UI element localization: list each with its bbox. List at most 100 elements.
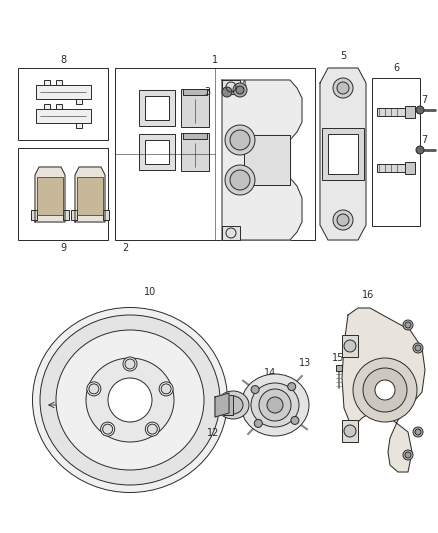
Bar bbox=[37, 177, 63, 215]
Circle shape bbox=[230, 130, 250, 150]
Circle shape bbox=[161, 384, 171, 394]
Polygon shape bbox=[222, 80, 302, 240]
Bar bbox=[405, 162, 415, 174]
Bar bbox=[322, 128, 364, 180]
Circle shape bbox=[236, 86, 244, 94]
Bar bbox=[145, 96, 169, 120]
Text: 5: 5 bbox=[340, 51, 346, 61]
Circle shape bbox=[337, 214, 349, 226]
Polygon shape bbox=[320, 68, 366, 240]
Circle shape bbox=[415, 345, 421, 351]
Bar bbox=[31, 210, 37, 220]
Bar bbox=[18, 68, 108, 140]
Ellipse shape bbox=[32, 308, 227, 492]
Circle shape bbox=[254, 419, 262, 427]
Circle shape bbox=[108, 378, 152, 422]
Ellipse shape bbox=[40, 315, 220, 485]
Circle shape bbox=[333, 78, 353, 98]
Ellipse shape bbox=[241, 374, 309, 436]
Circle shape bbox=[102, 424, 113, 434]
Circle shape bbox=[101, 422, 115, 436]
Text: 16: 16 bbox=[362, 290, 374, 300]
Bar bbox=[139, 134, 175, 170]
Circle shape bbox=[353, 358, 417, 422]
Circle shape bbox=[363, 368, 407, 412]
Polygon shape bbox=[244, 135, 290, 185]
Ellipse shape bbox=[86, 358, 174, 442]
Bar bbox=[342, 420, 358, 442]
Circle shape bbox=[413, 427, 423, 437]
Bar bbox=[76, 99, 82, 104]
Circle shape bbox=[291, 416, 299, 424]
Polygon shape bbox=[342, 308, 425, 472]
Circle shape bbox=[145, 422, 159, 436]
Circle shape bbox=[416, 146, 424, 154]
Bar bbox=[405, 106, 415, 118]
Bar bbox=[36, 109, 91, 123]
Polygon shape bbox=[75, 167, 105, 222]
Bar bbox=[377, 164, 407, 172]
Text: 13: 13 bbox=[299, 358, 311, 368]
Bar bbox=[63, 210, 69, 220]
Circle shape bbox=[89, 384, 99, 394]
Text: 1: 1 bbox=[212, 55, 218, 65]
Bar bbox=[56, 104, 62, 109]
Bar bbox=[181, 89, 209, 127]
Bar bbox=[219, 395, 233, 415]
Text: 11: 11 bbox=[56, 385, 68, 395]
Text: 3: 3 bbox=[204, 87, 210, 97]
Bar bbox=[145, 140, 169, 164]
Circle shape bbox=[337, 82, 349, 94]
Bar bbox=[336, 365, 342, 371]
Bar bbox=[377, 108, 407, 116]
Bar bbox=[222, 226, 240, 240]
Text: 14: 14 bbox=[264, 368, 276, 378]
Circle shape bbox=[259, 389, 291, 421]
Text: 6: 6 bbox=[393, 63, 399, 73]
Bar bbox=[342, 335, 358, 357]
Circle shape bbox=[416, 106, 424, 114]
Bar bbox=[18, 148, 108, 240]
Text: 15: 15 bbox=[332, 353, 344, 363]
Text: 9: 9 bbox=[60, 243, 66, 253]
Polygon shape bbox=[35, 167, 65, 222]
Circle shape bbox=[147, 424, 157, 434]
Circle shape bbox=[375, 380, 395, 400]
Circle shape bbox=[405, 452, 411, 458]
Circle shape bbox=[230, 170, 250, 190]
Bar bbox=[222, 80, 240, 94]
Bar bbox=[328, 134, 358, 174]
Circle shape bbox=[344, 340, 356, 352]
Circle shape bbox=[125, 359, 135, 369]
Circle shape bbox=[333, 210, 353, 230]
Bar bbox=[181, 133, 209, 171]
Text: 7: 7 bbox=[421, 95, 427, 105]
Text: 4: 4 bbox=[241, 80, 247, 90]
Bar bbox=[76, 123, 82, 128]
Text: 2: 2 bbox=[122, 243, 128, 253]
Circle shape bbox=[233, 83, 247, 97]
Circle shape bbox=[222, 87, 232, 97]
Bar bbox=[115, 68, 315, 240]
Bar bbox=[56, 80, 62, 85]
Circle shape bbox=[267, 397, 283, 413]
Circle shape bbox=[403, 320, 413, 330]
Bar bbox=[71, 210, 77, 220]
Circle shape bbox=[344, 425, 356, 437]
Text: 7: 7 bbox=[421, 135, 427, 145]
Bar bbox=[139, 90, 175, 126]
Circle shape bbox=[87, 382, 101, 396]
Bar bbox=[36, 85, 91, 99]
Circle shape bbox=[251, 385, 259, 393]
Ellipse shape bbox=[56, 330, 204, 470]
Circle shape bbox=[225, 165, 255, 195]
Text: 8: 8 bbox=[60, 55, 66, 65]
Ellipse shape bbox=[217, 391, 249, 419]
Ellipse shape bbox=[223, 396, 243, 414]
Bar bbox=[44, 104, 50, 109]
Circle shape bbox=[415, 429, 421, 435]
Circle shape bbox=[123, 357, 137, 371]
Circle shape bbox=[225, 125, 255, 155]
Bar bbox=[103, 210, 109, 220]
Ellipse shape bbox=[251, 383, 299, 427]
